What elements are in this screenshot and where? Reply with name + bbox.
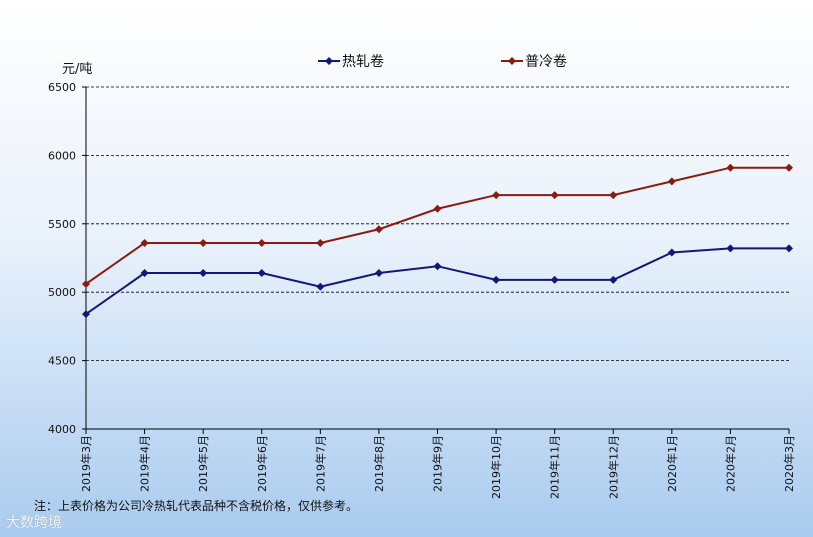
x-tick-label: 2020年3月 <box>782 435 796 492</box>
x-tick-label: 2019年6月 <box>255 435 269 492</box>
axes <box>82 86 790 434</box>
data-point <box>433 204 442 213</box>
data-point <box>609 191 618 200</box>
y-tick-label: 4500 <box>48 355 76 368</box>
data-point <box>316 238 325 247</box>
data-point <box>316 282 325 291</box>
data-point <box>550 275 559 284</box>
data-point <box>257 269 266 278</box>
data-point <box>82 279 90 288</box>
y-axis-unit: 元/吨 <box>62 62 92 77</box>
y-tick-label: 5500 <box>48 218 76 231</box>
data-point <box>550 191 559 200</box>
data-point <box>492 191 501 200</box>
data-point <box>257 238 266 247</box>
y-tick-label: 6500 <box>48 81 76 94</box>
legend-item: 普冷卷 <box>501 54 567 70</box>
legend-item: 热轧卷 <box>318 54 384 70</box>
x-tick-label: 2019年7月 <box>313 435 327 492</box>
legend-marker <box>325 57 333 65</box>
x-tick-label: 2020年1月 <box>665 435 679 492</box>
series-line <box>85 247 789 315</box>
data-point <box>374 225 383 234</box>
data-point <box>374 269 383 278</box>
series-1 <box>82 244 793 319</box>
data-point <box>667 177 676 186</box>
y-tick-labels: 4000 4500 5000 5500 6000 6500 <box>48 81 76 436</box>
data-point <box>609 275 618 284</box>
data-point <box>726 163 735 172</box>
data-point <box>199 269 208 278</box>
y-tick-label: 6000 <box>48 149 76 162</box>
data-point <box>199 238 208 247</box>
legend-label: 普冷卷 <box>525 54 567 70</box>
x-tick-label: 2019年8月 <box>372 435 386 492</box>
legend-marker <box>508 57 516 65</box>
data-point <box>82 310 90 319</box>
data-point <box>785 244 793 253</box>
data-point <box>726 244 735 253</box>
x-tick-label: 2019年9月 <box>431 435 445 492</box>
gridlines <box>86 86 789 362</box>
footnote: 注：上表价格为公司冷热轧代表品种不含税价格，仅供参考。 <box>34 499 359 513</box>
x-tick-label: 2019年5月 <box>196 435 210 492</box>
x-tick-label: 2019年3月 <box>79 435 93 492</box>
watermark-logo: 大数跨境 <box>6 515 62 531</box>
x-tick-label: 2019年10月 <box>489 435 503 499</box>
data-point <box>140 238 149 247</box>
y-tick-label: 4000 <box>48 423 76 436</box>
data-point <box>785 163 793 172</box>
x-tick-label: 2019年4月 <box>138 435 152 492</box>
x-tick-label: 2019年12月 <box>606 435 620 499</box>
legend-label: 热轧卷 <box>342 54 384 70</box>
x-tick-labels: 2019年3月 2019年4月 2019年5月 2019年6月 2019年7月 2019年… <box>79 435 796 499</box>
x-tick-label: 2019年11月 <box>548 435 562 499</box>
data-point <box>433 262 442 271</box>
series-layer <box>82 163 793 319</box>
data-point <box>667 248 676 257</box>
data-point <box>492 275 501 284</box>
legend: 热轧卷 普冷卷 <box>318 54 567 70</box>
series-2 <box>82 163 793 288</box>
y-tick-label: 5000 <box>48 286 76 299</box>
x-tick-label: 2020年2月 <box>723 435 737 492</box>
data-point <box>140 269 149 278</box>
